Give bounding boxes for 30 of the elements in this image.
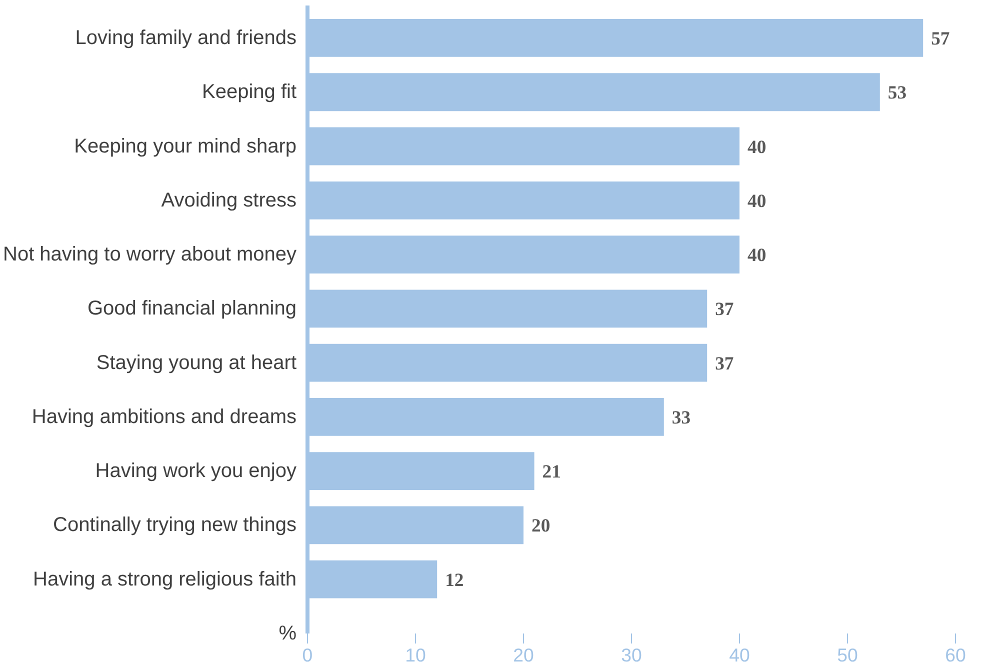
data-label: 57 xyxy=(931,28,950,50)
data-label: 40 xyxy=(748,136,766,158)
x-axis-title: % xyxy=(278,622,297,644)
x-tick-label: 40 xyxy=(729,644,750,666)
y-tick-label: Avoiding stress xyxy=(161,189,297,212)
data-label: 53 xyxy=(888,82,907,104)
y-tick-label: Keeping your mind sharp xyxy=(74,135,297,158)
data-label: 40 xyxy=(748,245,766,266)
y-tick-label: Staying young at heart xyxy=(96,352,297,374)
y-tick-label: Keeping fit xyxy=(202,81,297,104)
y-tick-label: Loving family and friends xyxy=(75,26,297,49)
data-label: 40 xyxy=(748,190,766,212)
y-tick-label: Continally trying new things xyxy=(53,514,297,536)
x-tick-label: 30 xyxy=(621,644,642,666)
y-tick-label: Not having to worry about money xyxy=(3,244,297,266)
y-tick-label: Good financial planning xyxy=(87,298,297,320)
x-tick-label: 20 xyxy=(513,644,534,666)
x-tick-label: 10 xyxy=(405,644,426,666)
data-label: 33 xyxy=(672,407,691,428)
data-label: 20 xyxy=(532,516,550,537)
x-tick-label: 0 xyxy=(302,644,313,666)
y-tick-label: Having work you enjoy xyxy=(95,460,297,482)
x-tick-label: 60 xyxy=(945,644,966,666)
x-tick-label: 50 xyxy=(837,644,858,666)
data-label: 21 xyxy=(542,462,561,483)
y-tick-label: Having a strong religious faith xyxy=(33,568,297,590)
data-label: 37 xyxy=(715,353,734,374)
y-tick-label: Having ambitions and dreams xyxy=(32,406,297,428)
data-label: 12 xyxy=(445,570,464,591)
data-label: 37 xyxy=(715,299,734,320)
